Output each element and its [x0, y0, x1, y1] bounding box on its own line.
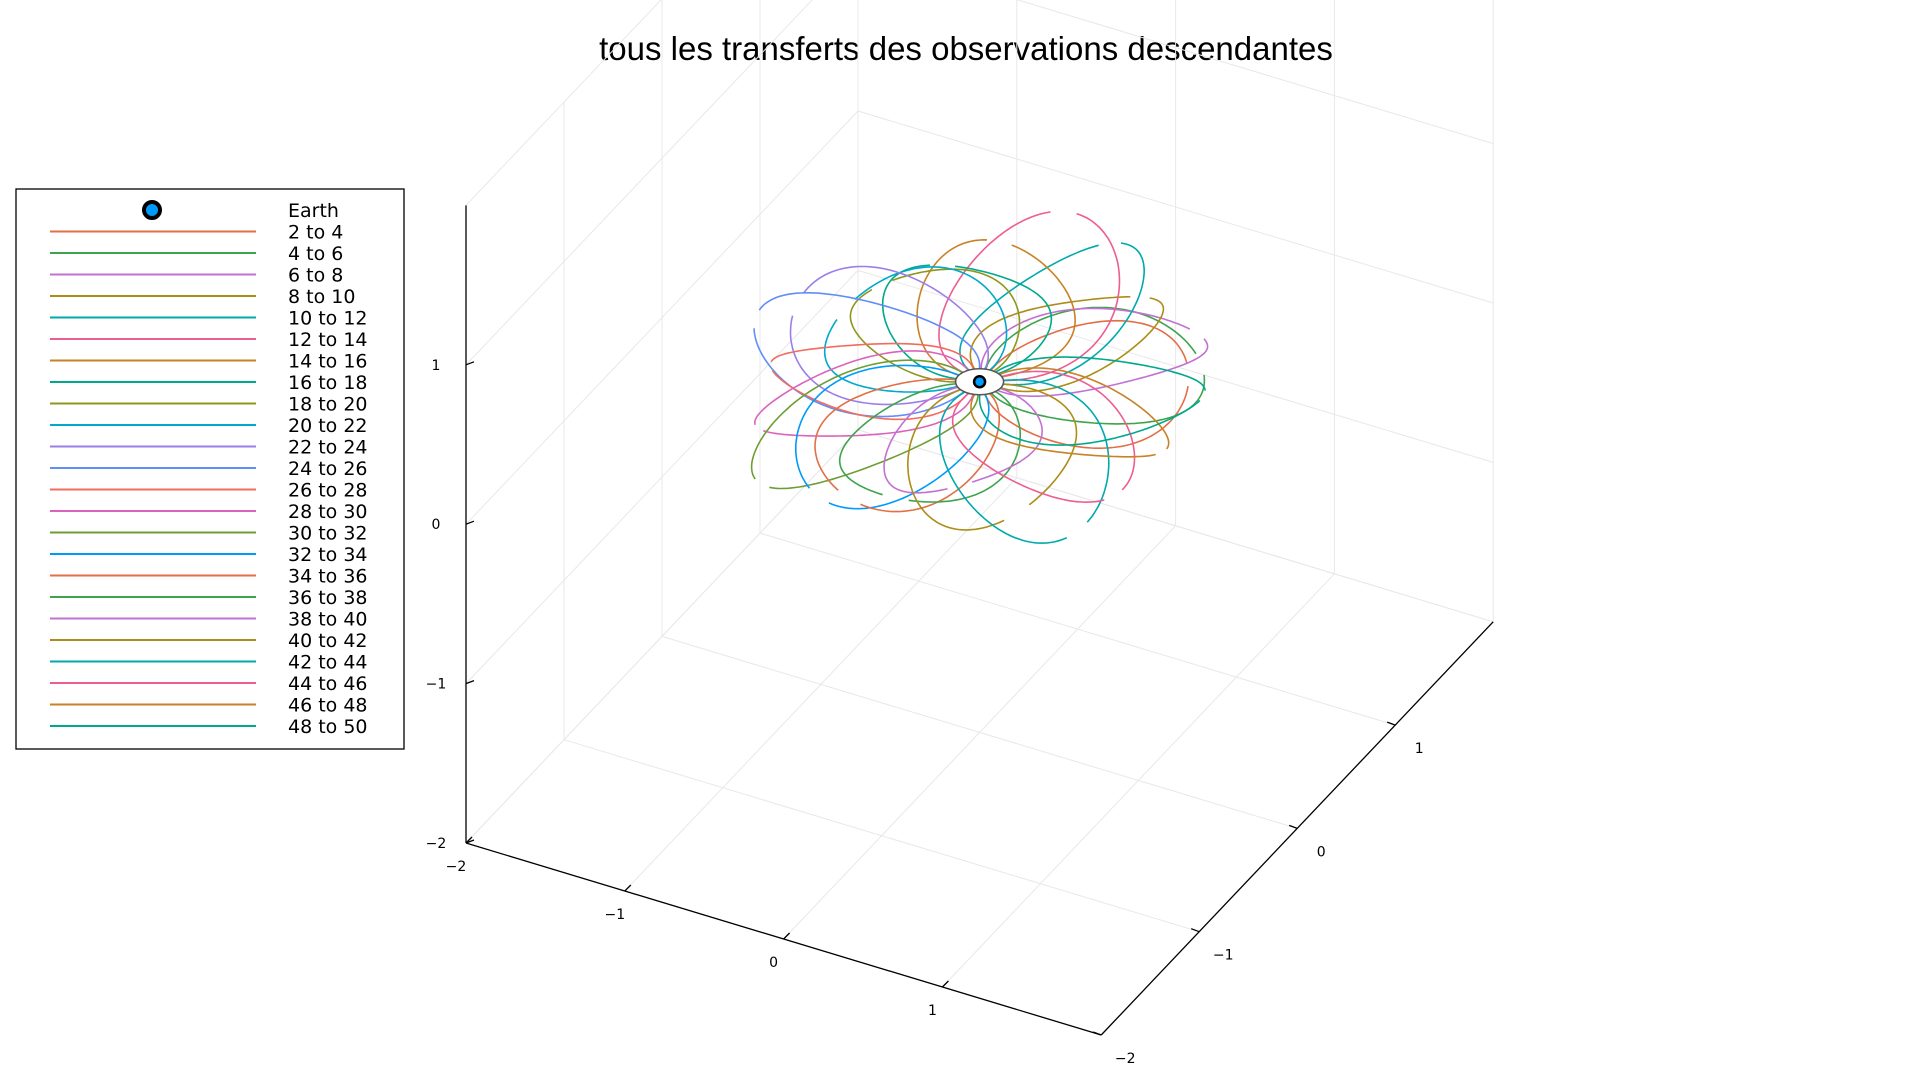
orbit-series-24-to-26: [753, 291, 981, 418]
y-tick-label: −2: [1115, 1051, 1136, 1067]
legend-label: 8 to 10: [288, 286, 355, 308]
x-tick: [783, 932, 791, 940]
grid-line: [759, 532, 1396, 726]
grid-line: [661, 635, 1298, 829]
y-tick: [1190, 928, 1200, 933]
legend-label: 18 to 20: [288, 394, 368, 416]
legend-label: 20 to 22: [288, 415, 368, 437]
legend-label: 34 to 36: [288, 566, 368, 588]
grid-line: [465, 110, 859, 525]
z-tick: [465, 679, 475, 685]
z-tick-label: 1: [432, 358, 441, 374]
z-tick: [465, 520, 475, 525]
earth-marker: [972, 374, 987, 389]
legend-earth-marker: [142, 200, 162, 220]
legend-label: 36 to 38: [288, 587, 368, 609]
legend-label: 42 to 44: [288, 652, 368, 674]
z-tick-label: −1: [426, 677, 447, 693]
y-tick: [1092, 1031, 1102, 1036]
legend-label: 6 to 8: [288, 265, 343, 287]
legend-label: 14 to 16: [288, 351, 368, 373]
z-tick: [465, 361, 475, 366]
legend-label: 16 to 18: [288, 372, 368, 394]
y-tick-label: 0: [1317, 844, 1326, 860]
legend-label: Earth: [288, 200, 339, 222]
x-tick-label: −1: [604, 907, 625, 923]
orbit-series-42-to-44: [938, 378, 1110, 544]
legend-label: 30 to 32: [288, 523, 368, 545]
x-tick: [941, 980, 949, 988]
legend-label: 40 to 42: [288, 630, 368, 652]
grid-layer: [465, 0, 1494, 1036]
legend-label: 24 to 26: [288, 458, 368, 480]
y-tick: [1386, 721, 1396, 726]
z-tick: [465, 839, 475, 844]
orbit-series-16-to-18: [881, 264, 1053, 381]
grid-line: [465, 0, 662, 206]
legend-label: 28 to 30: [288, 501, 368, 523]
legend-label: 12 to 14: [288, 329, 368, 351]
legend-label: 26 to 28: [288, 480, 368, 502]
legend-label: 48 to 50: [288, 716, 368, 738]
y-tick-label: 1: [1415, 741, 1424, 757]
legend-label: 46 to 48: [288, 695, 368, 717]
legend-label: 10 to 12: [288, 308, 368, 330]
x-tick-label: −2: [446, 859, 467, 875]
legend-label: 44 to 46: [288, 673, 368, 695]
grid-line: [465, 0, 813, 366]
grid-line: [857, 110, 1494, 304]
legend-label: 2 to 4: [288, 222, 343, 244]
grid-line: [857, 429, 1494, 623]
legend-label: 4 to 6: [288, 243, 343, 265]
z-tick-label: −2: [426, 836, 447, 852]
x-tick-label: 0: [769, 955, 778, 971]
x-tick-label: 1: [928, 1003, 937, 1019]
orbit-series-6-to-8: [980, 307, 1209, 398]
z-tick-label: 0: [432, 517, 441, 533]
y-tick: [1288, 824, 1298, 830]
x-tick: [624, 884, 632, 892]
legend-label: 32 to 34: [288, 544, 368, 566]
legend-label: 38 to 40: [288, 609, 368, 631]
earth-layer: [954, 367, 1005, 396]
chart-title: tous les transferts des observations des…: [599, 30, 1333, 67]
grid-line: [1016, 0, 1494, 145]
grid-line: [942, 573, 1335, 988]
axes-layer: −2 −1 0 1 −2 −1 0 1 −2 −1 0 1: [426, 205, 1494, 1067]
legend-label: 22 to 24: [288, 437, 368, 459]
y-tick-label: −1: [1213, 948, 1234, 964]
